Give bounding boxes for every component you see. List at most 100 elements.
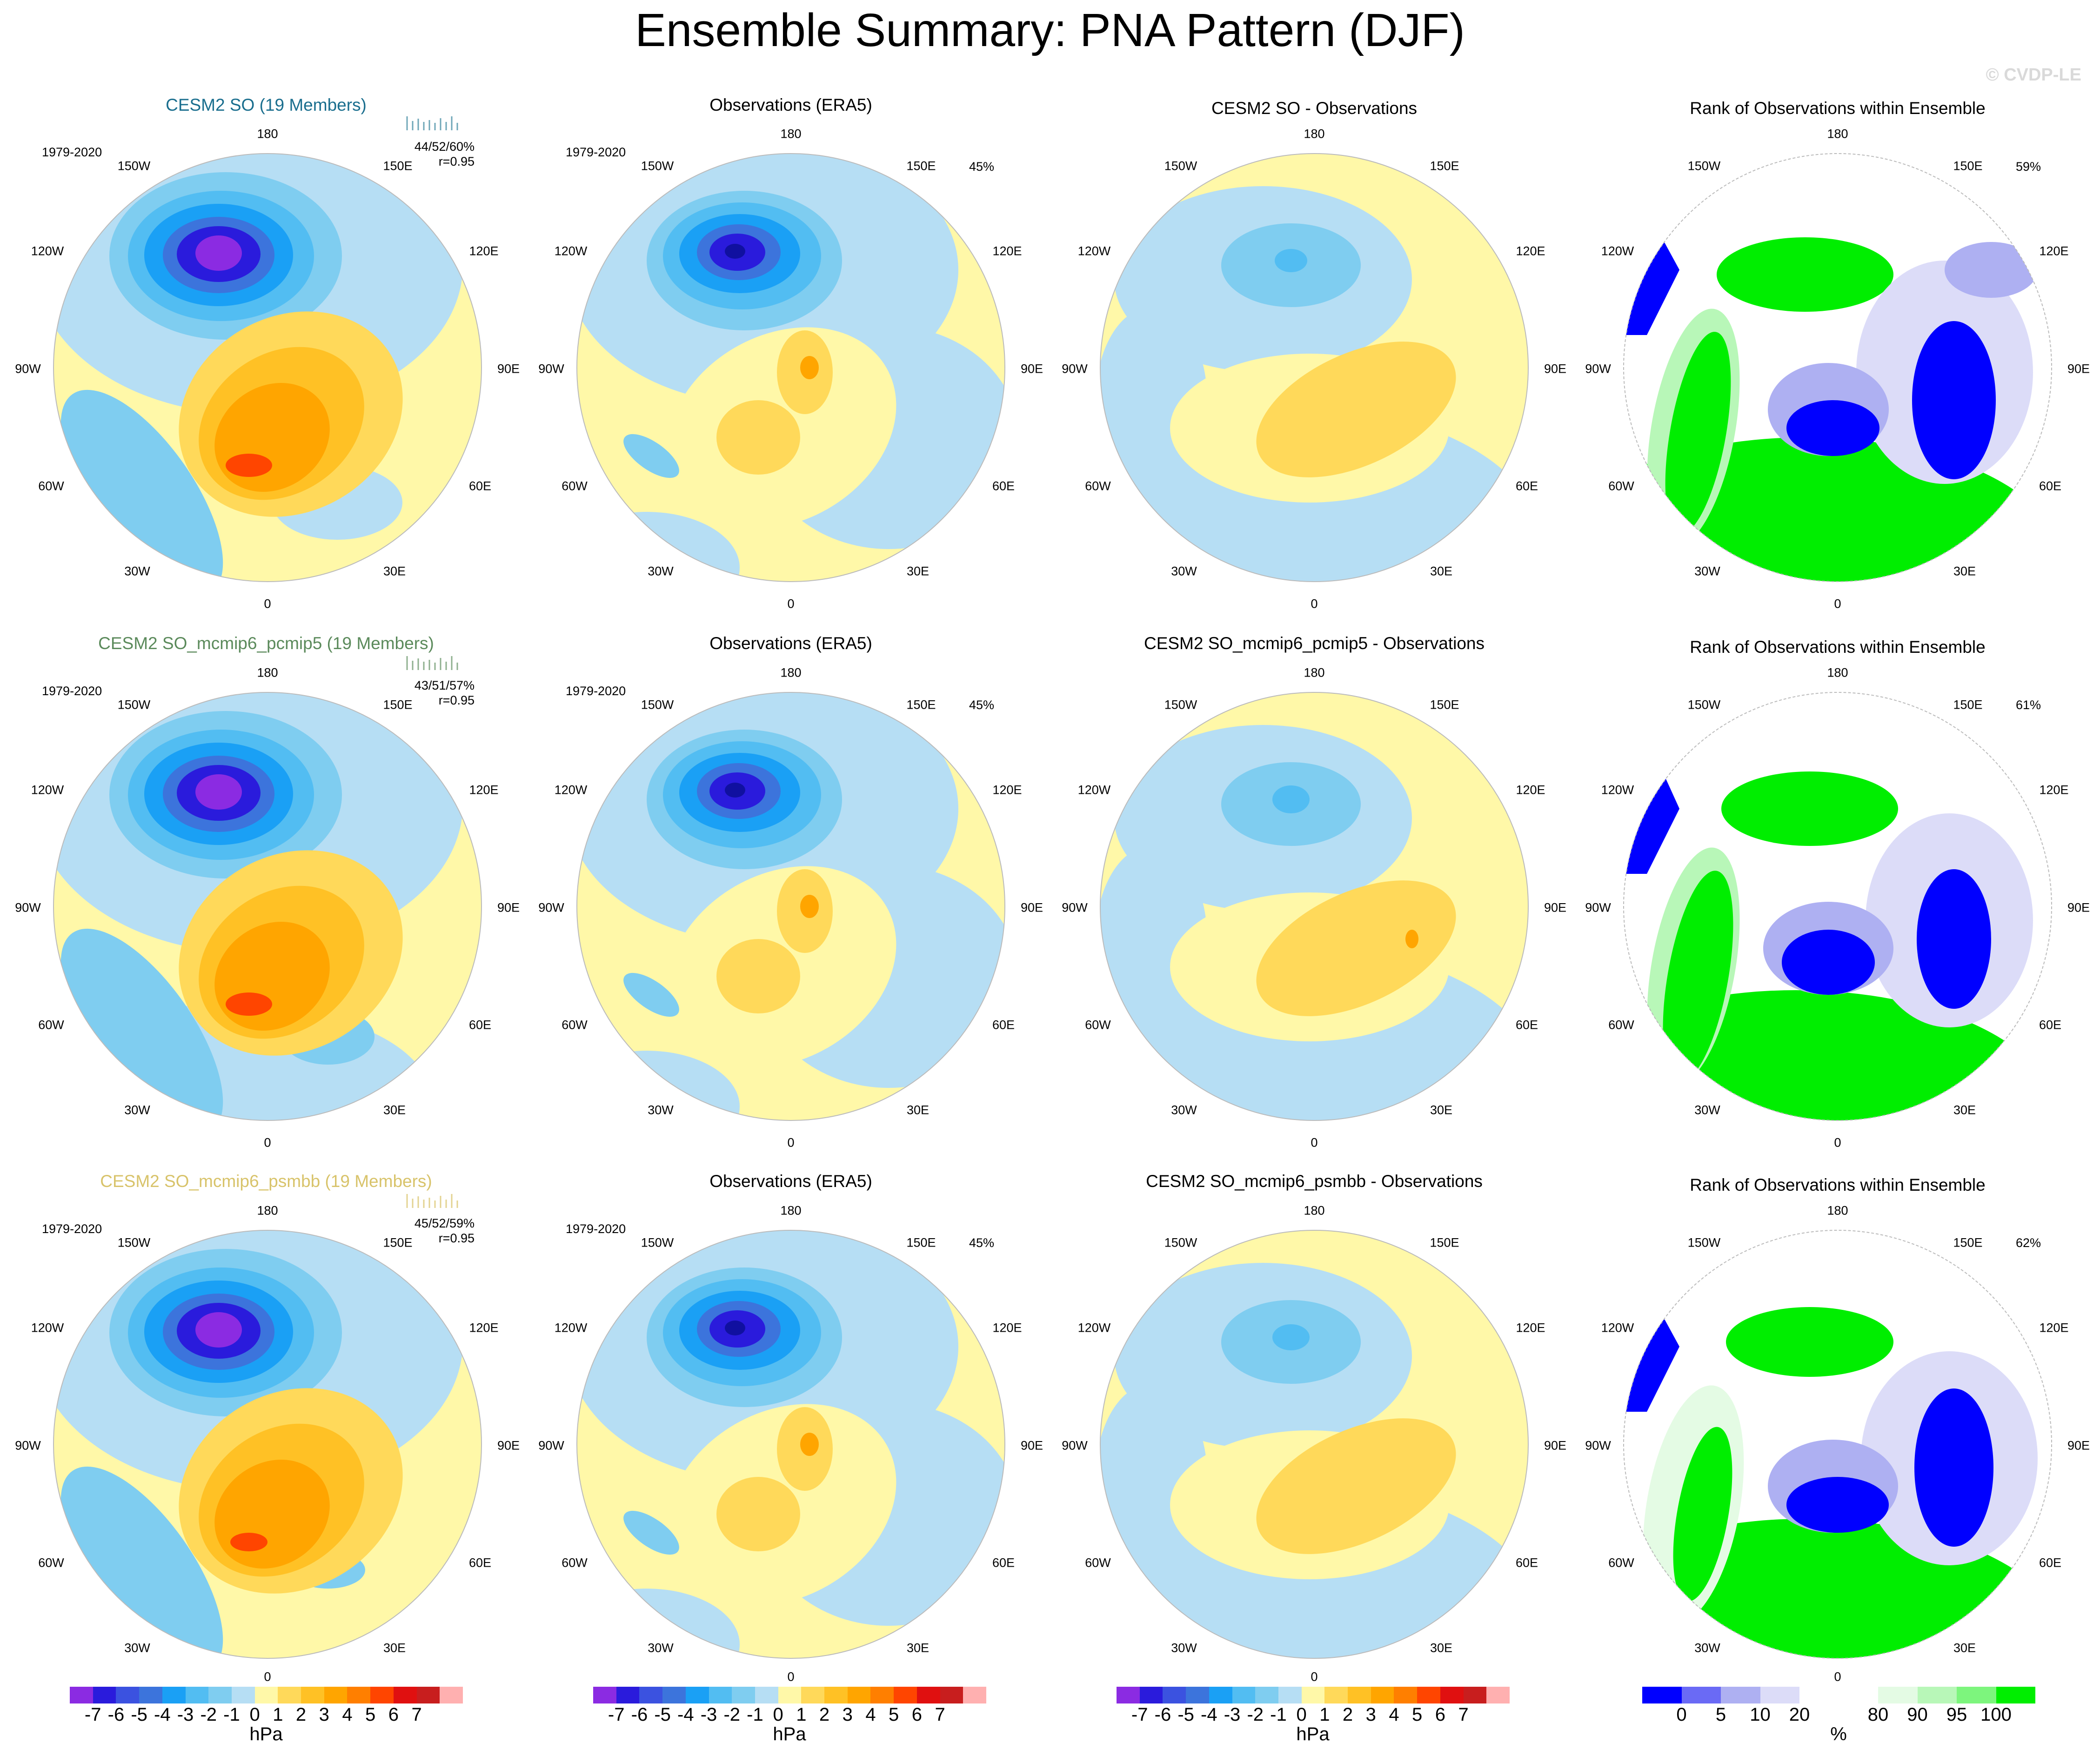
colorbar-tick: -5 bbox=[1177, 1704, 1194, 1725]
colorbar-swatch bbox=[1209, 1687, 1232, 1703]
colorbar-tick: -7 bbox=[84, 1704, 101, 1725]
colorbar-tick: -6 bbox=[631, 1704, 648, 1725]
colorbar-unit: hPa bbox=[773, 1724, 806, 1744]
lon-150w: 150W bbox=[641, 697, 674, 712]
lon-90e: 90E bbox=[2067, 1438, 2090, 1453]
colorbar-tick: 7 bbox=[935, 1704, 945, 1725]
lon-30e: 30E bbox=[906, 564, 930, 578]
lon-120e: 120E bbox=[992, 244, 1022, 258]
lon-60w: 60W bbox=[562, 479, 588, 493]
ensemble-spread-glyph bbox=[406, 116, 458, 130]
ensemble-spread-glyph bbox=[406, 656, 458, 670]
lon-150e: 150E bbox=[383, 697, 413, 712]
colorbar-swatch bbox=[1417, 1687, 1440, 1703]
colorbar-swatch bbox=[1232, 1687, 1256, 1703]
colorbar-swatch bbox=[1163, 1687, 1186, 1703]
obs-title-row3: Observations (ERA5) bbox=[709, 1172, 872, 1191]
colorbar-swatch bbox=[416, 1687, 440, 1703]
lon-150w: 150W bbox=[1687, 159, 1721, 173]
colorbar-hpa bbox=[593, 1687, 986, 1703]
period-label: 1979-2020 bbox=[42, 145, 102, 159]
colorbar-swatch bbox=[1139, 1687, 1163, 1703]
lon-120w: 120W bbox=[554, 1321, 588, 1335]
lon-60e: 60E bbox=[1515, 1556, 1538, 1570]
colorbar-tick: 0 bbox=[249, 1704, 260, 1725]
colorbar-tick: -7 bbox=[608, 1704, 625, 1725]
lon-60e: 60E bbox=[992, 1018, 1015, 1032]
lon-120e: 120E bbox=[1516, 783, 1545, 797]
ensemble-stats: 45/52/59% bbox=[414, 1216, 475, 1230]
obs-pct: 45% bbox=[969, 698, 995, 712]
lon-30e: 30E bbox=[906, 1641, 930, 1655]
lon-120e: 120E bbox=[1516, 244, 1545, 258]
colorbar-swatch bbox=[1721, 1687, 1760, 1703]
colorbar-tick: 0 bbox=[1296, 1704, 1307, 1725]
colorbar-swatch bbox=[963, 1687, 986, 1703]
ensemble-spread-glyph bbox=[406, 1194, 458, 1208]
lon-60w: 60W bbox=[1085, 1556, 1111, 1570]
lon-0: 0 bbox=[787, 597, 795, 611]
lon-150e: 150E bbox=[1430, 1235, 1459, 1250]
colorbar-tick: 3 bbox=[842, 1704, 853, 1725]
colorbar-tick: 7 bbox=[1458, 1704, 1469, 1725]
colorbar-swatch bbox=[1324, 1687, 1348, 1703]
lon-60w: 60W bbox=[1608, 1018, 1634, 1032]
lon-60e: 60E bbox=[2039, 1556, 2062, 1570]
lon-120w: 120W bbox=[1077, 244, 1111, 258]
colorbar-swatch bbox=[324, 1687, 348, 1703]
lon-150e: 150E bbox=[1953, 697, 1983, 712]
colorbar-tick: 2 bbox=[1342, 1704, 1353, 1725]
colorbar-tick: -1 bbox=[1270, 1704, 1287, 1725]
lon-120w: 120W bbox=[31, 783, 64, 797]
colorbar-swatch bbox=[1348, 1687, 1371, 1703]
colorbar-tick: 95 bbox=[1946, 1704, 1967, 1725]
lon-0: 0 bbox=[787, 1135, 795, 1150]
lon-60e: 60E bbox=[1515, 479, 1538, 493]
lon-30w: 30W bbox=[1171, 564, 1197, 578]
lon-30e: 30E bbox=[383, 1103, 406, 1117]
ensemble-title-row2: CESM2 SO_mcmip6_pcmip5 (19 Members) bbox=[98, 634, 434, 653]
colorbar-tick: 7 bbox=[411, 1704, 422, 1725]
lon-90e: 90E bbox=[1020, 362, 1043, 376]
lon-150e: 150E bbox=[906, 159, 936, 173]
lon-30w: 30W bbox=[1694, 1641, 1720, 1655]
colorbar-swatch bbox=[916, 1687, 940, 1703]
lon-120e: 120E bbox=[1516, 1321, 1545, 1335]
map-observations-row3 bbox=[576, 1230, 1005, 1659]
lon-90e: 90E bbox=[497, 362, 520, 376]
ensemble-stats: 43/51/57% bbox=[414, 678, 475, 692]
map-difference-row3 bbox=[1100, 1230, 1529, 1659]
colorbar-swatch bbox=[208, 1687, 232, 1703]
lon-150w: 150W bbox=[117, 1235, 151, 1250]
lon-90e: 90E bbox=[2067, 362, 2090, 376]
colorbar-tick: 3 bbox=[319, 1704, 329, 1725]
colorbar-tick: -1 bbox=[223, 1704, 240, 1725]
colorbar-unit: hPa bbox=[249, 1724, 283, 1744]
colorbar-swatch bbox=[593, 1687, 616, 1703]
obs-title-row2: Observations (ERA5) bbox=[709, 634, 872, 653]
lon-120e: 120E bbox=[469, 783, 499, 797]
map-rank-row1 bbox=[1623, 153, 2052, 582]
lon-0: 0 bbox=[1834, 1670, 1841, 1684]
lon-90w: 90W bbox=[1585, 1438, 1611, 1453]
colorbar-tick: -2 bbox=[723, 1704, 741, 1725]
lon-120e: 120E bbox=[2039, 244, 2069, 258]
colorbar-swatch bbox=[1117, 1687, 1140, 1703]
ensemble-corr: r=0.95 bbox=[438, 1231, 475, 1245]
ensemble-title-row3: CESM2 SO_mcmip6_psmbb (19 Members) bbox=[100, 1172, 432, 1191]
lon-120w: 120W bbox=[554, 244, 588, 258]
lon-120w: 120W bbox=[1077, 783, 1111, 797]
lon-120w: 120W bbox=[554, 783, 588, 797]
period-label: 1979-2020 bbox=[566, 1222, 626, 1236]
lon-90w: 90W bbox=[1585, 362, 1611, 376]
colorbar-tick: 6 bbox=[388, 1704, 399, 1725]
colorbar-tick: -5 bbox=[654, 1704, 671, 1725]
colorbar-tick: 1 bbox=[796, 1704, 807, 1725]
lon-120e: 120E bbox=[2039, 783, 2069, 797]
map-difference-row1 bbox=[1100, 153, 1529, 582]
period-label: 1979-2020 bbox=[566, 684, 626, 698]
lon-30e: 30E bbox=[1953, 1641, 1976, 1655]
lon-150w: 150W bbox=[641, 1235, 674, 1250]
lon-60e: 60E bbox=[2039, 479, 2062, 493]
colorbar-swatch bbox=[1996, 1687, 2035, 1703]
